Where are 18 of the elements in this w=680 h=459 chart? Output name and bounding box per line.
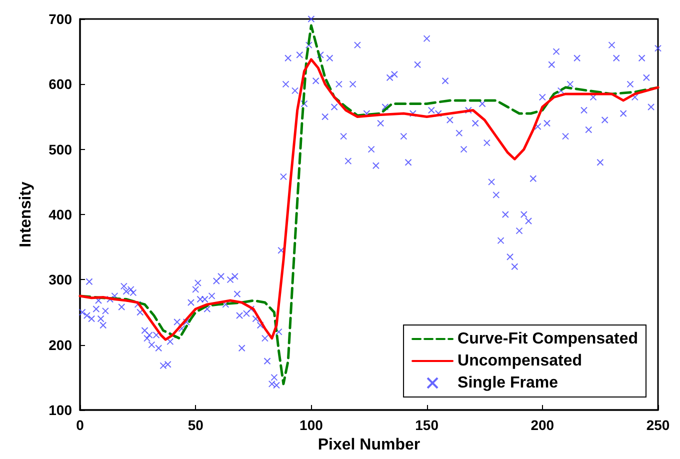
x-tick-label: 250 xyxy=(646,417,670,433)
y-tick-label: 500 xyxy=(48,141,72,158)
x-tick-label: 0 xyxy=(76,417,84,433)
y-tick-label: 400 xyxy=(48,206,72,222)
x-tick-label: 50 xyxy=(188,417,204,433)
y-axis-title: Intensity xyxy=(18,182,34,248)
y-tick-label: 200 xyxy=(48,336,72,353)
y-tick-label: 600 xyxy=(48,76,72,92)
legend-label: Uncompensated xyxy=(458,352,582,370)
x-axis-title: Pixel Number xyxy=(318,436,420,454)
x-tick-label: 200 xyxy=(530,417,554,433)
x-tick-label: 150 xyxy=(415,417,439,433)
y-tick-label: 700 xyxy=(48,11,72,27)
legend-label: Curve-Fit Compensated xyxy=(458,330,638,348)
y-tick-label: 100 xyxy=(48,402,72,418)
x-tick-label: 100 xyxy=(300,417,324,433)
y-tick-label: 300 xyxy=(48,272,72,288)
legend-label: Single Frame xyxy=(458,374,558,392)
